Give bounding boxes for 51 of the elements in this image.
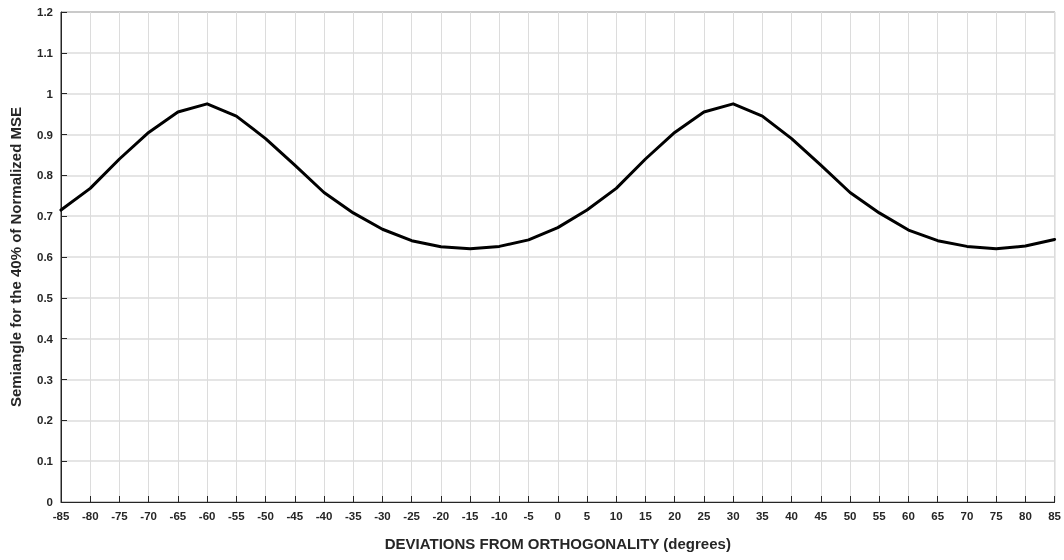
x-tick-label: 65: [931, 510, 945, 522]
y-tick-label: 1.2: [37, 6, 53, 18]
x-tick-label: 25: [697, 510, 711, 522]
x-tick-label: 75: [989, 510, 1004, 522]
y-tick-label: 0.5: [37, 291, 54, 304]
line-series: [59, 102, 1057, 251]
x-tick-label: -30: [374, 510, 391, 522]
x-tick-label: 10: [609, 510, 623, 522]
x-tick-label: 70: [960, 510, 974, 522]
y-tick-label: 0.4: [37, 332, 54, 345]
x-tick-label: -70: [140, 510, 157, 522]
x-tick-label: -10: [491, 510, 508, 522]
x-tick-label: -80: [81, 510, 99, 522]
y-tick-label: 0.8: [37, 169, 54, 182]
y-axis-title: Semiangle for the 40% of Normalized MSE: [7, 106, 24, 408]
y-tick-label: 1: [46, 87, 54, 100]
x-tick-label: -55: [228, 510, 246, 522]
y-tick-label: 1.1: [37, 46, 54, 59]
x-tick-label: -40: [315, 510, 333, 522]
x-tick-label: -75: [111, 510, 129, 522]
x-tick-label: 80: [1018, 510, 1032, 522]
x-tick-label: 55: [872, 510, 887, 522]
x-tick-label: 0: [554, 510, 562, 522]
x-tick-label: 20: [668, 510, 682, 522]
x-tick-label: 5: [583, 510, 591, 522]
x-tick-label: 60: [902, 510, 915, 522]
x-tick-label: 40: [785, 510, 798, 522]
x-tick-label: -45: [286, 510, 304, 522]
x-tick-label: -35: [344, 510, 363, 522]
x-tick-label: -20: [432, 510, 450, 522]
x-tick-label: -60: [198, 510, 216, 522]
y-tick-label: 0: [46, 496, 53, 508]
y-tick-label: 0.7: [37, 210, 53, 223]
y-tick-label: 0.2: [37, 414, 53, 427]
x-tick-label: 45: [814, 510, 828, 522]
x-tick-label: -25: [403, 510, 421, 522]
y-tick-label: 0.9: [37, 128, 53, 141]
x-tick-label: 85: [1048, 510, 1062, 522]
x-tick-label: 30: [726, 510, 740, 522]
x-tick-label: -85: [52, 510, 70, 522]
x-tick-label: 35: [755, 510, 770, 522]
y-tick-label: 0.6: [37, 251, 53, 263]
x-tick-label: -15: [461, 510, 480, 522]
x-tick-label: -5: [523, 510, 535, 522]
x-tick-label: 50: [843, 510, 857, 522]
x-tick-label: -50: [257, 510, 274, 522]
y-tick-label: 0.1: [37, 455, 54, 468]
x-axis-title: DEVIATIONS FROM ORTHOGONALITY (degrees): [384, 535, 731, 552]
x-tick-label: 15: [639, 510, 653, 522]
y-tick-label: 0.3: [37, 373, 53, 386]
x-tick-label: -65: [169, 510, 187, 522]
